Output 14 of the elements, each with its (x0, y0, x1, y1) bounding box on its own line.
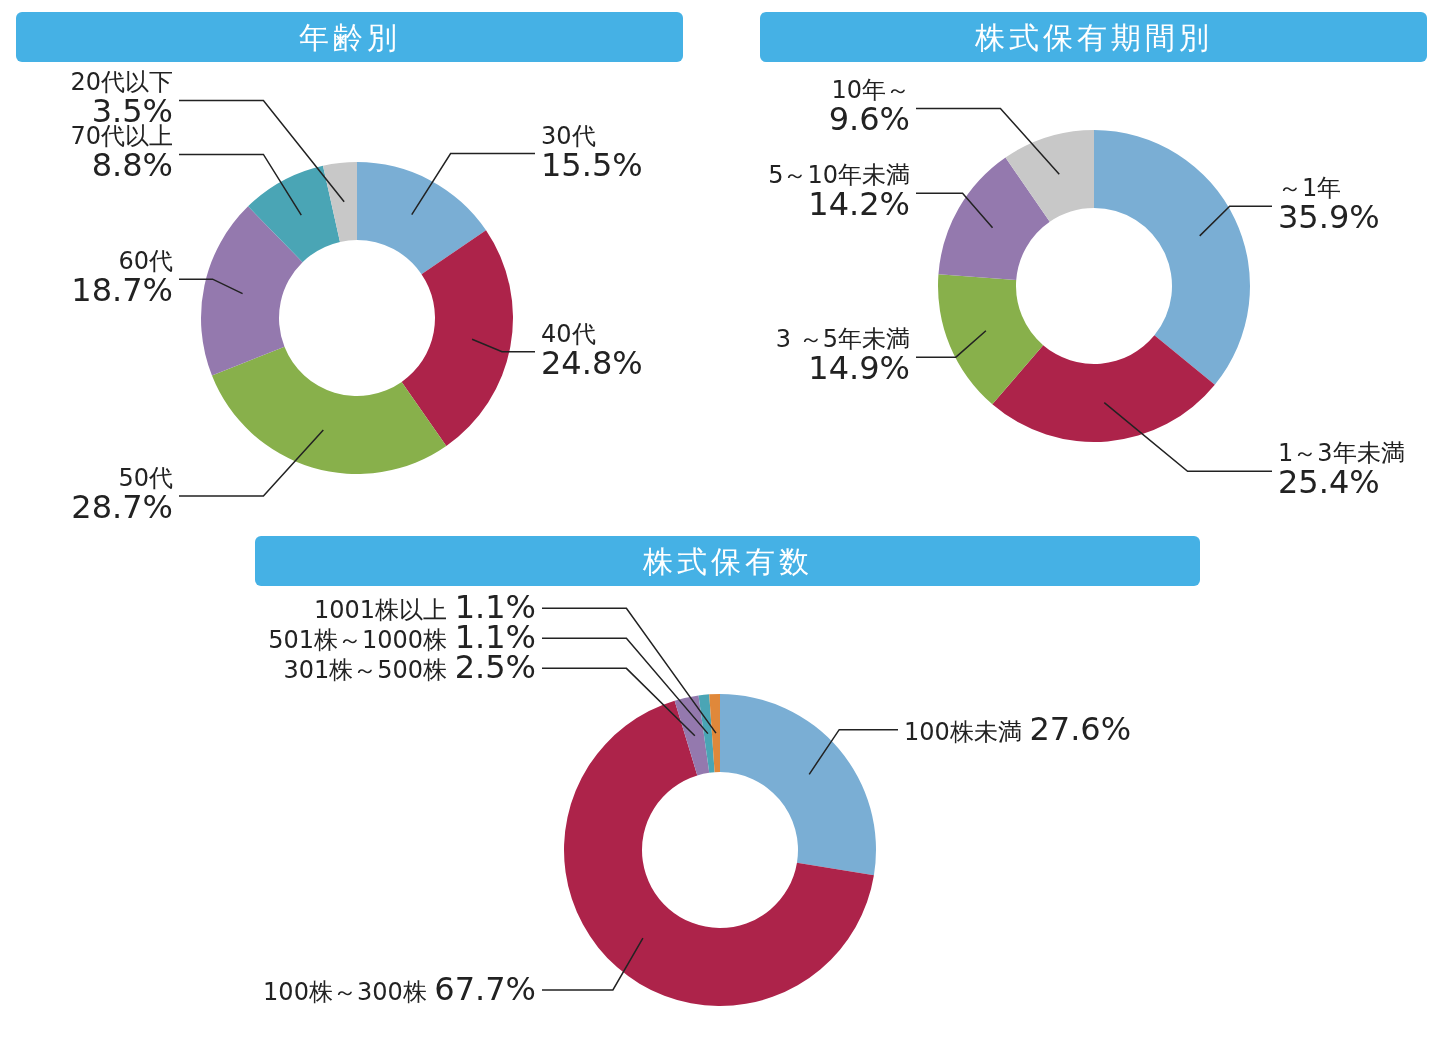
chart-title: 株式保有数 (641, 544, 813, 579)
slice-label: 50代 (118, 464, 173, 493)
slice-label: 100株未満 (904, 717, 1030, 746)
data-label: 27.6% (1029, 709, 1132, 748)
data-label: 67.7% (434, 969, 536, 1008)
slice-label: 60代 (118, 247, 173, 276)
slice-label: 301株～500株 (283, 656, 455, 685)
slice-label: 1001株以上 (313, 596, 455, 625)
data-label: 2.5% (454, 648, 536, 687)
slice-label: 100株～300株 (263, 977, 435, 1006)
chart-title: 株式保有期間別 (973, 20, 1213, 55)
slice-label: 501株～1000株 (268, 626, 455, 655)
chart-title: 年齢別 (298, 20, 401, 55)
slice-label: 20代以下 (70, 68, 173, 97)
